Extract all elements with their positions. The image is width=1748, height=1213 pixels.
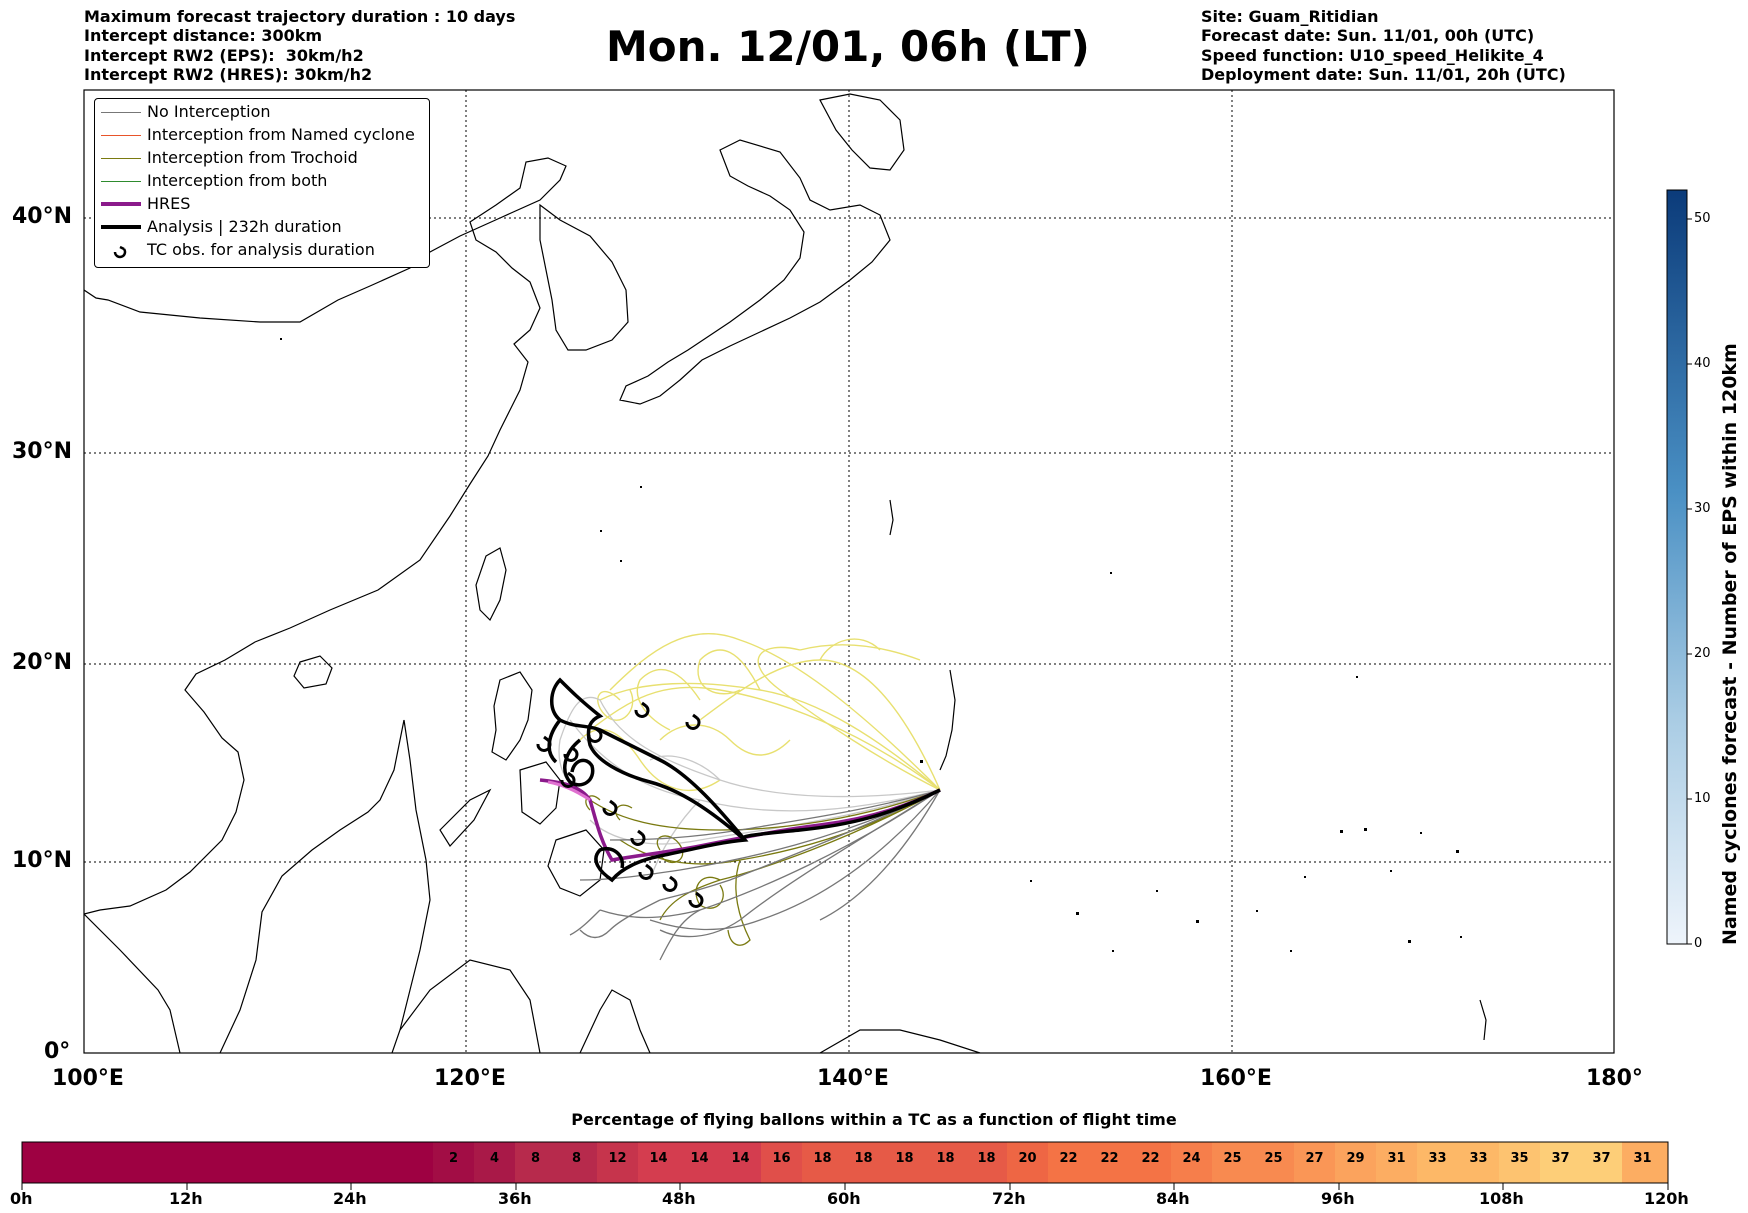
- lat-label-10n: 10°N: [12, 848, 73, 873]
- bottom-bar-title: Percentage of flying ballons within a TC…: [571, 1110, 1177, 1129]
- hres-trajectory: [539, 778, 941, 862]
- percentage-value: 27: [1305, 1151, 1324, 1166]
- percentage-value: 37: [1592, 1151, 1611, 1166]
- percentage-value: 37: [1551, 1151, 1570, 1166]
- eps-trajectories-no-interception: [569, 789, 941, 961]
- time-label-60h: 60h: [827, 1189, 861, 1208]
- colorbar-tick-10: 10: [1694, 791, 1711, 806]
- lat-label-20n: 20°N: [12, 650, 73, 675]
- percentage-value: 33: [1428, 1151, 1447, 1166]
- percentage-value: 14: [649, 1151, 668, 1166]
- percentage-value: 12: [608, 1151, 627, 1166]
- time-label-0h: 0h: [10, 1189, 33, 1208]
- lat-label-40n: 40°N: [12, 204, 73, 229]
- percentage-value: 18: [895, 1151, 914, 1166]
- time-label-120h: 120h: [1644, 1189, 1689, 1208]
- percentage-value: 31: [1633, 1151, 1652, 1166]
- colorbar-tick-40: 40: [1694, 356, 1711, 371]
- legend-item-both: Interception from both: [95, 170, 431, 192]
- header-left-line-2: Intercept distance: 300km: [84, 26, 323, 45]
- percentage-value: 24: [1182, 1151, 1201, 1166]
- colorbar-tick-20: 20: [1694, 646, 1711, 661]
- lat-label-30n: 30°N: [12, 439, 73, 464]
- header-right-line-4: Deployment date: Sun. 11/01, 20h (UTC): [1201, 65, 1566, 84]
- legend-item-hres: HRES: [95, 193, 431, 215]
- percentage-value: 18: [813, 1151, 832, 1166]
- percentage-value: 16: [772, 1151, 791, 1166]
- percentage-value: 22: [1100, 1151, 1119, 1166]
- colorbar-tick-0: 0: [1694, 936, 1703, 951]
- percentage-value: 25: [1264, 1151, 1283, 1166]
- percentage-value: 2: [448, 1151, 459, 1166]
- header-right-line-2: Forecast date: Sun. 11/01, 00h (UTC): [1201, 26, 1535, 45]
- percentage-value: 22: [1059, 1151, 1078, 1166]
- colorbar-label: Named cyclones forecast - Number of EPS …: [1719, 343, 1741, 945]
- percentage-value: 18: [977, 1151, 996, 1166]
- lon-label-100e: 100°E: [52, 1066, 124, 1091]
- time-label-24h: 24h: [333, 1189, 367, 1208]
- colorbar: [1666, 189, 1688, 945]
- lon-label-180: 180°: [1586, 1066, 1643, 1091]
- coastlines: [84, 93, 1487, 1053]
- legend-item-no-interception: No Interception: [95, 101, 431, 123]
- time-label-72h: 72h: [992, 1189, 1026, 1208]
- lon-label-140e: 140°E: [817, 1066, 889, 1091]
- header-left-line-4: Intercept RW2 (HRES): 30km/h2: [84, 65, 373, 84]
- time-label-48h: 48h: [662, 1189, 696, 1208]
- percentage-value: 14: [731, 1151, 750, 1166]
- percentage-value: 35: [1510, 1151, 1529, 1166]
- percentage-value: 18: [854, 1151, 873, 1166]
- main-title: Mon. 12/01, 06h (LT): [606, 22, 1090, 71]
- time-label-84h: 84h: [1156, 1189, 1190, 1208]
- header-left-line-1: Maximum forecast trajectory duration : 1…: [84, 7, 516, 26]
- legend-item-analysis: Analysis | 232h duration: [95, 216, 431, 238]
- percentage-value: 33: [1469, 1151, 1488, 1166]
- percentage-value: 4: [489, 1151, 500, 1166]
- colorbar-tick-30: 30: [1694, 501, 1711, 516]
- legend: No Interception Interception from Named …: [94, 98, 430, 268]
- map-gridlines: [84, 90, 1614, 1053]
- percentage-bar-ticks: [21, 1183, 1669, 1190]
- header-left-line-3: Intercept RW2 (EPS): 30km/h2: [84, 46, 364, 65]
- islands: [280, 338, 1462, 952]
- percentage-bar: [21, 1141, 1669, 1184]
- tc-obs-icon: [113, 245, 127, 259]
- percentage-value: 22: [1141, 1151, 1160, 1166]
- time-label-12h: 12h: [169, 1189, 203, 1208]
- time-label-108h: 108h: [1479, 1189, 1524, 1208]
- percentage-value: 25: [1223, 1151, 1242, 1166]
- percentage-value: 14: [690, 1151, 709, 1166]
- percentage-value: 8: [571, 1151, 582, 1166]
- legend-item-trochoid: Interception from Trochoid: [95, 147, 431, 169]
- time-label-36h: 36h: [498, 1189, 532, 1208]
- colorbar-tick-50: 50: [1694, 211, 1711, 226]
- header-right-line-1: Site: Guam_Ritidian: [1201, 7, 1379, 26]
- percentage-value: 20: [1018, 1151, 1037, 1166]
- percentage-value: 31: [1387, 1151, 1406, 1166]
- lat-label-0: 0°: [44, 1039, 71, 1064]
- lon-label-120e: 120°E: [434, 1066, 506, 1091]
- percentage-value: 29: [1346, 1151, 1365, 1166]
- percentage-value: 8: [530, 1151, 541, 1166]
- eps-trajectories-light: [579, 632, 941, 792]
- percentage-value: 18: [936, 1151, 955, 1166]
- legend-item-tc-obs: TC obs. for analysis duration: [95, 239, 431, 261]
- tc-obs-symbols: [536, 701, 704, 908]
- time-label-96h: 96h: [1321, 1189, 1355, 1208]
- analysis-trajectory: [550, 677, 941, 883]
- header-right-line-3: Speed function: U10_speed_Helikite_4: [1201, 46, 1544, 65]
- lon-label-160e: 160°E: [1200, 1066, 1272, 1091]
- colorbar-ticks: [1687, 218, 1692, 945]
- legend-item-named-cyclone: Interception from Named cyclone: [95, 124, 431, 146]
